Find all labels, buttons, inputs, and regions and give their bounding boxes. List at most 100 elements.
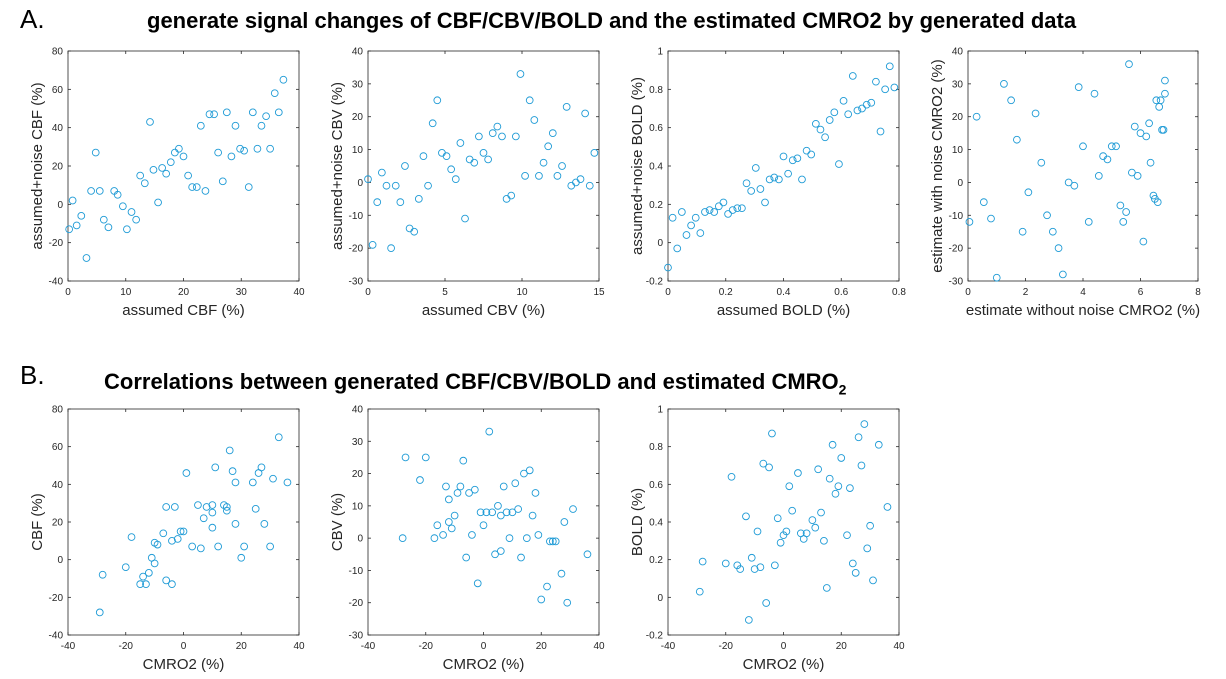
scatter-point <box>139 572 147 581</box>
y-tick-label: 30 <box>352 437 364 448</box>
scatter-point <box>168 536 176 545</box>
scatter-point <box>179 152 188 161</box>
scatter-point <box>808 516 817 524</box>
scatter-point <box>548 129 557 137</box>
x-tick-label: 0 <box>65 287 71 298</box>
scatter-point <box>77 211 86 220</box>
scatter-point <box>770 173 779 182</box>
scatter-point <box>851 569 860 577</box>
scatter-point <box>745 616 753 624</box>
scatter-point <box>208 508 217 517</box>
scatter-point <box>828 440 837 449</box>
scatter-point <box>260 520 269 528</box>
scatter-point <box>811 119 820 128</box>
scatter-point <box>227 152 236 161</box>
y-tick-label: 0.6 <box>649 123 663 134</box>
scatter-point <box>257 463 266 472</box>
scatter-point <box>1142 132 1151 141</box>
x-tick-label: -40 <box>661 641 676 652</box>
scatter-point <box>798 175 806 184</box>
y-tick-label: 20 <box>352 112 364 123</box>
scatter-point <box>765 463 773 472</box>
scatter-point <box>874 440 883 449</box>
scatter-point <box>132 215 140 224</box>
scatter-point <box>1037 158 1046 167</box>
scatter-point <box>456 482 465 491</box>
scatter-point <box>447 165 456 174</box>
x-tick-label: 4 <box>1080 287 1086 298</box>
scatter-point <box>1018 227 1027 236</box>
scatter-point <box>520 469 528 478</box>
scatter-point <box>240 542 248 551</box>
scatter-point <box>862 100 871 109</box>
scatter-point <box>830 108 839 117</box>
scatter-point <box>843 531 851 540</box>
scatter-cmro2-noise: 0 2 4 6 8 -30 -20 -10 0 10 20 30 40 estimate without … <box>929 47 1201 320</box>
scatter-point <box>149 165 158 174</box>
scatter-point <box>822 584 831 592</box>
scatter-point <box>825 116 834 124</box>
y-tick-label: 80 <box>52 47 64 58</box>
y-tick-label: 0.2 <box>649 200 663 211</box>
scatter-point <box>776 538 785 547</box>
scatter-point <box>442 152 451 160</box>
x-tick-label: 0.2 <box>719 287 733 298</box>
plot-frame <box>667 408 900 636</box>
x-tick-label: 20 <box>178 287 190 298</box>
scatter-point <box>146 118 154 126</box>
x-tick-label: 30 <box>236 287 248 298</box>
y-tick-label: 0.4 <box>649 162 663 173</box>
x-tick-label: 20 <box>836 641 848 652</box>
scatter-point <box>517 553 525 562</box>
scatter-point <box>811 523 820 532</box>
scatter-point <box>494 502 502 510</box>
scatter-point <box>525 466 534 475</box>
scatter-point <box>162 576 171 585</box>
scatter-cmro2-vs-bold: -40 -20 0 20 40 -0.2 0 0.2 0.4 0.6 0.8 1 CMRO2 (%) BO… <box>629 405 905 674</box>
scatter-point <box>244 183 253 191</box>
scatter-point <box>576 175 585 183</box>
y-tick-label: -10 <box>349 566 364 577</box>
y-tick-label: 60 <box>52 442 64 453</box>
scatter-point <box>154 198 162 207</box>
scatter-point <box>266 542 274 551</box>
scatter-point <box>727 472 736 481</box>
scatter-point <box>1103 155 1112 164</box>
scatter-point <box>546 537 554 546</box>
scatter-point <box>853 106 862 115</box>
scatter-point <box>499 482 508 491</box>
scatter-point <box>210 110 218 119</box>
x-tick-label: 15 <box>593 287 605 298</box>
scatter-point <box>283 478 292 487</box>
scatter-point <box>1070 181 1079 190</box>
scatter-point <box>558 162 566 170</box>
y-tick-label: 40 <box>952 47 964 58</box>
scatter-point <box>525 96 534 105</box>
x-tick-label: 0 <box>965 287 971 298</box>
scatter-point <box>687 221 695 230</box>
scatter-point <box>473 579 482 588</box>
scatter-point <box>972 112 981 121</box>
scatter-point <box>398 534 407 542</box>
scatter-point <box>761 198 769 207</box>
scatter-point <box>162 169 171 178</box>
y-tick-label: 20 <box>52 518 64 529</box>
scatter-point <box>462 553 471 562</box>
scatter-point <box>534 531 543 539</box>
scatter-point <box>401 453 410 462</box>
scatter-point <box>378 168 386 177</box>
scatter-point <box>476 508 485 517</box>
x-tick-label: -40 <box>61 641 76 652</box>
x-tick-label: 10 <box>516 287 528 298</box>
scatter-point <box>775 175 783 184</box>
x-tick-label: -20 <box>119 641 134 652</box>
scatter-point <box>410 227 419 236</box>
x-tick-label: 20 <box>236 641 248 652</box>
scatter-point <box>1043 211 1051 220</box>
scatter-point <box>839 96 848 105</box>
scatter-point <box>414 195 423 203</box>
scatter-point <box>742 179 751 188</box>
scatter-point <box>814 465 823 474</box>
x-tick-label: 10 <box>120 287 132 298</box>
y-tick-label: 0.8 <box>649 85 663 96</box>
